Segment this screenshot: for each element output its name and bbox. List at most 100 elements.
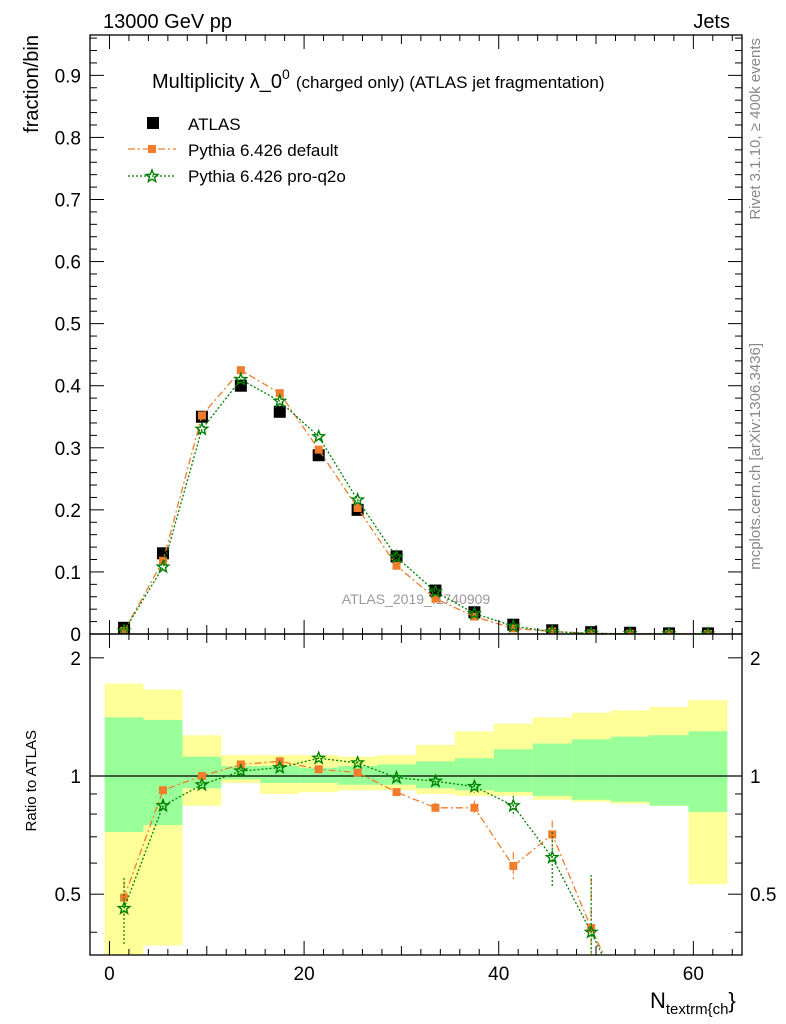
x-tick-labels: 0 20 40 60 (104, 964, 704, 985)
default-data-point (703, 629, 712, 634)
proq2o-ratio-point (350, 754, 366, 770)
ratio-plot (89, 633, 743, 1017)
main-y-tick-label: 0.8 (55, 128, 81, 149)
uncertainty-band-inner-bin (649, 735, 689, 806)
x-tick-label: 20 (294, 964, 315, 985)
uncertainty-band-inner-bin (493, 749, 533, 793)
category-label: Jets (693, 11, 730, 33)
proq2o-data-point (311, 428, 327, 444)
default-ratio-point (431, 803, 440, 812)
ratio-y-tick-label-right: 0.5 (750, 885, 776, 906)
default-data-point (353, 503, 362, 512)
default-data-point (197, 411, 206, 420)
x-tick-label: 60 (683, 964, 704, 985)
default-ratio-point (548, 830, 557, 839)
legend: ATLAS Pythia 6.426 default Pythia 6.426 … (128, 115, 346, 186)
uncertainty-band-inner-bin (143, 719, 183, 826)
ratio-y-tick-label-left: 1 (70, 767, 81, 788)
proq2o-data-point (272, 393, 288, 408)
x-axis-label: Ntextrm{ch} (650, 988, 736, 1018)
proq2o-data-point (544, 623, 560, 634)
uncertainty-band-inner-bin (610, 736, 650, 802)
chart-title-rest: (charged only) (ATLAS jet fragmentation) (296, 73, 605, 92)
x-axis-label-main: N (650, 988, 666, 1013)
proq2o-data-point (388, 548, 405, 564)
proq2o-ratio-point (194, 776, 210, 792)
uncertainty-band-inner-bin (260, 766, 300, 783)
atlas-data-point (273, 405, 286, 418)
legend-label-proq2o: Pythia 6.426 pro-q2o (188, 167, 346, 186)
ratio-y-axis-label: Ratio to ATLAS (23, 730, 40, 831)
x-axis-label-close: } (728, 988, 735, 1013)
proq2o-data-point (622, 625, 638, 634)
proq2o-data-point (700, 625, 716, 634)
main-y-tick-label: 0.5 (55, 315, 81, 336)
default-ratio-point (120, 893, 129, 902)
default-data-point (314, 445, 323, 454)
proq2o-data-point (233, 371, 249, 387)
chart-title-sup: 0 (282, 66, 290, 82)
main-y-tick-label: 0.4 (55, 377, 82, 398)
uncertainty-band-inner-bin (532, 743, 572, 796)
default-ratio-point (470, 803, 479, 812)
rivet-label: Rivet 3.1.10, ≥ 400k events (747, 38, 764, 220)
default-ratio-point (353, 768, 362, 777)
default-data-point (587, 629, 596, 634)
uncertainty-band-inner-bin (104, 717, 144, 833)
ratio-y-tick-label-left: 2 (70, 649, 81, 670)
main-y-tick-label: 0.7 (55, 190, 81, 211)
proq2o-data-point (349, 491, 366, 507)
default-data-point (431, 594, 440, 603)
default-ratio-point (392, 788, 401, 797)
legend-marker-proq2o (144, 168, 160, 184)
default-data-point (665, 629, 674, 634)
legend-marker-default (148, 145, 156, 153)
main-y-tick-label: 0.6 (55, 253, 81, 274)
proq2o-data-point (583, 625, 599, 634)
default-data-point (626, 629, 635, 634)
default-ratio-point (626, 1008, 634, 1016)
proq2o-ratio-point (624, 1006, 635, 1017)
uncertainty-band-inner-bin (299, 767, 339, 783)
proq2o-data-point (505, 618, 521, 633)
legend-marker-atlas (147, 117, 159, 129)
default-data-point (392, 561, 401, 570)
main-y-tick-label: 0.9 (55, 66, 81, 87)
legend-label-atlas: ATLAS (188, 115, 241, 134)
chart-title-main: Multiplicity λ_0 (152, 71, 282, 93)
uncertainty-band-inner-bin (377, 764, 416, 785)
legend-label-default: Pythia 6.426 default (188, 141, 339, 160)
ratio-y-tick-label-right: 2 (750, 649, 761, 670)
x-axis-label-sub: textrm{ch (666, 1001, 729, 1018)
proq2o-data-point (427, 583, 444, 599)
ratio-clip-group (90, 683, 742, 1017)
uncertainty-band-inner-bin (571, 739, 611, 800)
proq2o-ratio-point (388, 769, 405, 785)
analysis-watermark: ATLAS_2019_I1740909 (342, 591, 491, 607)
default-ratio-point (509, 861, 518, 870)
proq2o-ratio-point (583, 924, 599, 939)
default-data-point (548, 627, 557, 634)
proq2o-ratio-point (311, 750, 327, 765)
ratio-frame (89, 633, 743, 956)
main-y-tick-label: 0.1 (55, 563, 81, 584)
proq2o-ratio-point (466, 778, 483, 793)
main-y-tick-label: 0.3 (55, 439, 81, 460)
default-ratio-point (197, 772, 206, 781)
uncertainty-band-inner-bin (688, 731, 728, 812)
proq2o-data-point (661, 625, 677, 634)
main-y-tick-labels: 0 0.1 0.2 0.3 0.4 0.5 0.6 0.7 0.8 0.9 (55, 66, 82, 646)
y-axis-label: fraction/bin (21, 35, 43, 133)
default-ratio-line (123, 760, 605, 955)
proq2o-ratio-point (155, 797, 171, 813)
x-tick-label: 40 (488, 964, 509, 985)
proq2o-ratio-point (116, 900, 132, 915)
energy-label: 13000 GeV pp (103, 11, 232, 33)
ratio-y-tick-label-left: 0.5 (55, 885, 81, 906)
main-y-tick-label: 0 (70, 625, 81, 646)
default-ratio-point (314, 765, 323, 774)
default-ratio-point (158, 786, 167, 795)
default-data-point (236, 366, 245, 375)
proq2o-ratio-point (505, 797, 521, 813)
